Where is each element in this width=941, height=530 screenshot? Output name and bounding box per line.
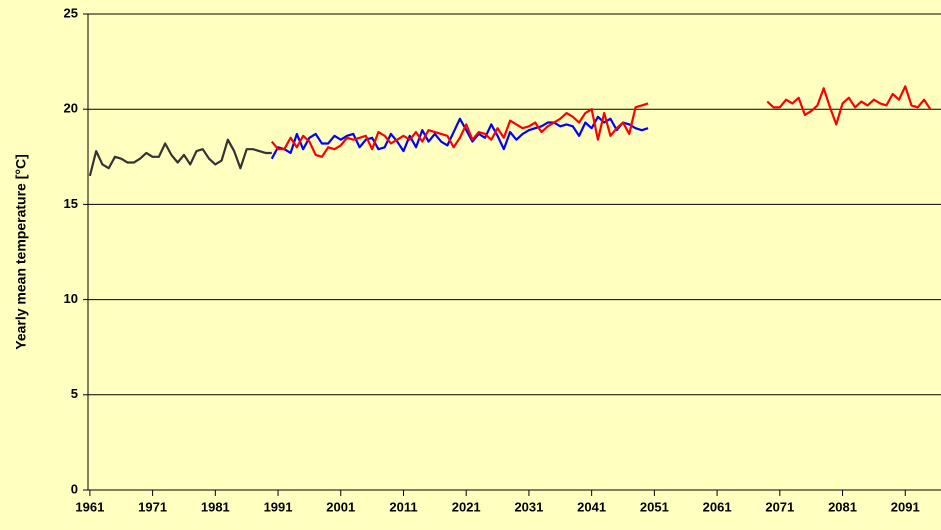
y-axis-label: Yearly mean temperature [°C]	[13, 154, 29, 349]
x-tick-label: 2081	[828, 499, 857, 514]
y-tick-label: 10	[64, 291, 78, 306]
x-tick-label: 2051	[640, 499, 669, 514]
y-tick-label: 15	[64, 196, 78, 211]
x-tick-label: 1971	[138, 499, 167, 514]
x-tick-label: 2061	[703, 499, 732, 514]
x-tick-label: 1961	[75, 499, 104, 514]
x-tick-label: 1991	[264, 499, 293, 514]
x-tick-label: 2071	[765, 499, 794, 514]
y-tick-label: 25	[64, 5, 78, 20]
y-tick-label: 5	[71, 386, 78, 401]
x-tick-label: 2041	[577, 499, 606, 514]
x-tick-label: 2091	[891, 499, 920, 514]
x-tick-label: 1981	[201, 499, 230, 514]
series-line	[270, 115, 649, 160]
x-tick-label: 2021	[452, 499, 481, 514]
y-tick-label: 20	[64, 101, 78, 116]
series-line	[270, 85, 932, 158]
x-tick-label: 2011	[389, 499, 417, 514]
series-line	[88, 138, 272, 177]
x-tick-label: 2031	[514, 499, 543, 514]
x-tick-label: 2001	[326, 499, 355, 514]
y-tick-label: 0	[71, 481, 78, 496]
